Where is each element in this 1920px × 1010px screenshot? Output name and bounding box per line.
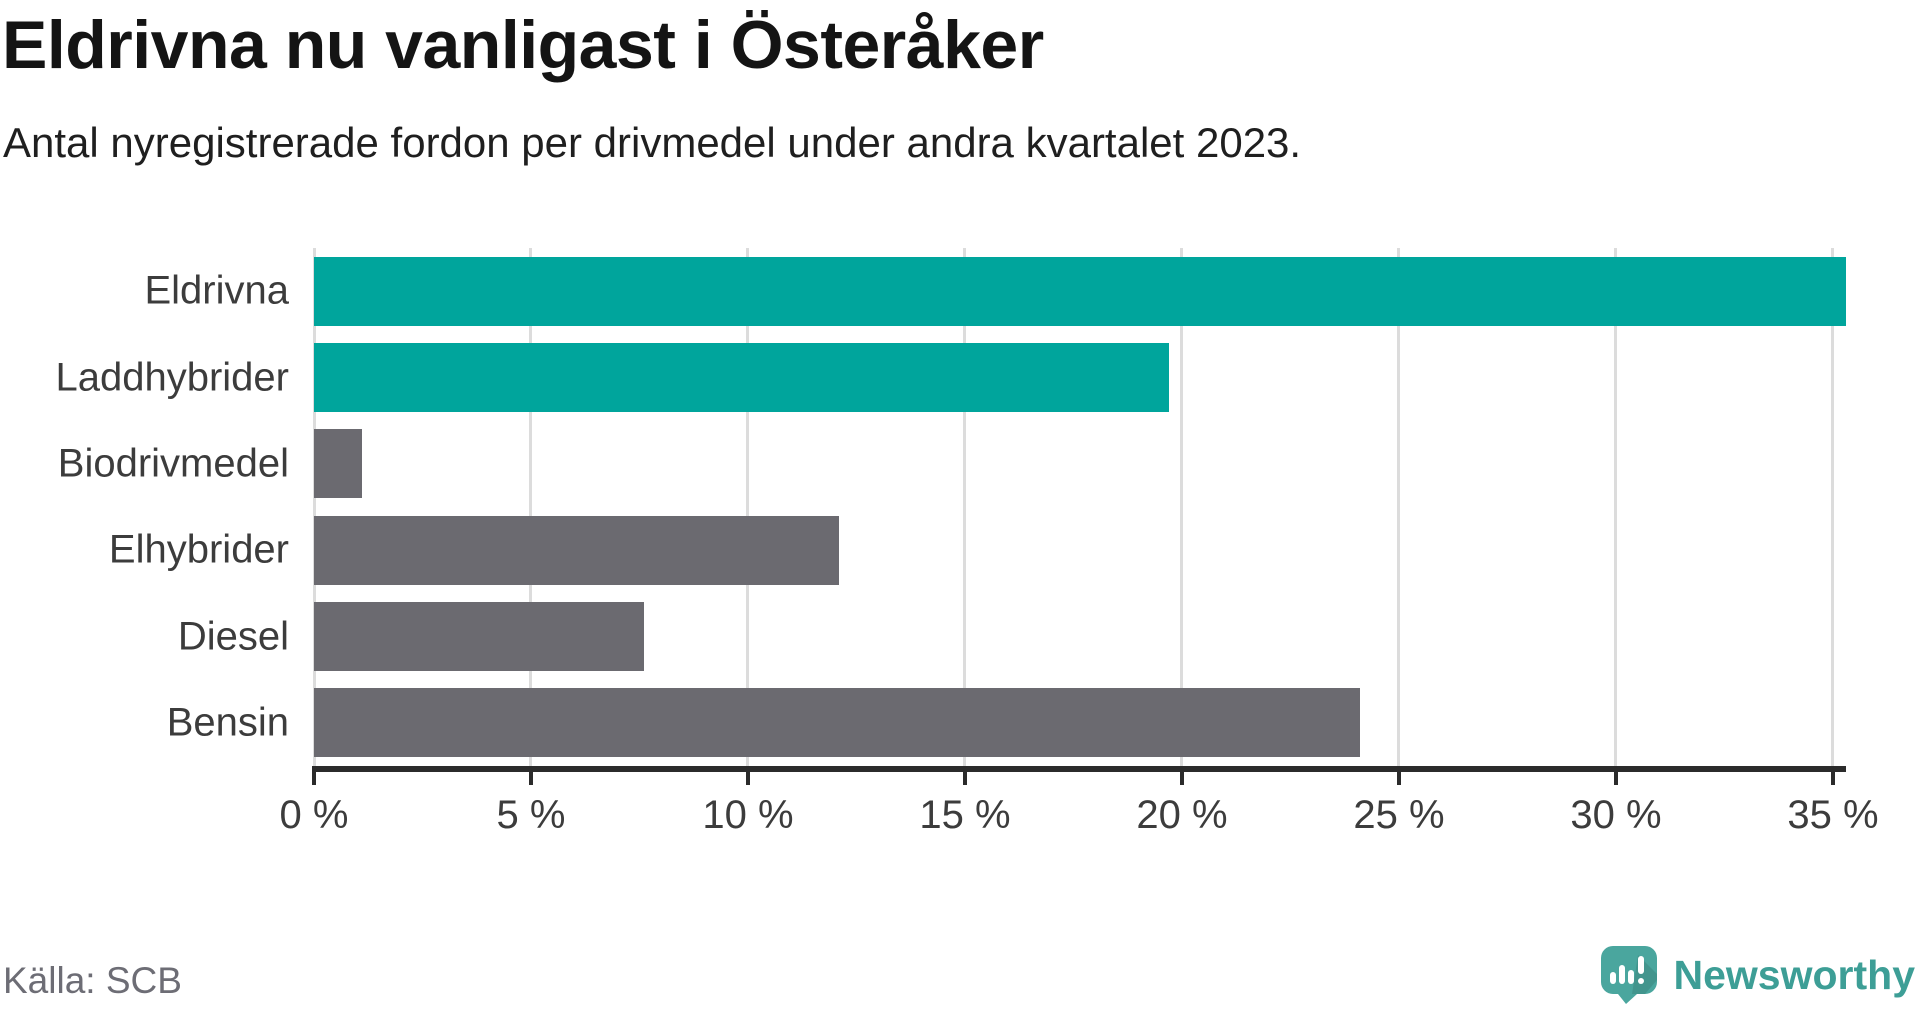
x-tick-label-10: 10 % [702,793,794,837]
x-axis-tick-10 [745,766,750,785]
chart-title: Eldrivna nu vanligast i Österåker [2,7,1044,83]
bar-laddhybrider [314,343,1169,412]
x-tick-label-35: 35 % [1787,793,1879,837]
x-axis-tick-5 [528,766,533,785]
gridline-35 [1831,248,1835,766]
gridline-0 [312,248,316,766]
category-label-diesel: Diesel [177,614,289,658]
x-tick-label-0: 0 % [279,793,349,837]
category-label-biodrivmedel: Biodrivmedel [57,441,289,486]
x-axis-tick-0 [312,766,316,785]
bar-bensin [314,688,1360,758]
x-axis-tick-30 [1613,766,1618,785]
brand-logo: Newsworthy [1600,946,1916,1004]
gridline-5 [529,248,533,766]
x-axis-tick-15 [962,766,967,785]
x-tick-label-20: 20 % [1136,793,1228,837]
gridline-20 [1180,248,1184,766]
gridline-30 [1614,248,1618,766]
category-label-eldrivna: Eldrivna [144,268,289,313]
bar-diesel [314,602,644,671]
x-tick-label-30: 30 % [1570,793,1662,837]
x-tick-label-25: 25 % [1353,793,1445,837]
x-axis-tick-35 [1830,766,1835,785]
bar-biodrivmedel [314,429,362,499]
gridline-25 [1397,248,1401,766]
x-tick-label-5: 5 % [496,793,566,837]
gridline-10 [746,248,750,766]
category-label-elhybrider: Elhybrider [108,527,289,572]
gridline-15 [963,248,967,766]
bar-elhybrider [314,515,840,585]
x-axis-tick-20 [1179,766,1184,785]
category-label-bensin: Bensin [166,700,289,745]
newsworthy-logo-icon [1600,946,1657,1004]
brand-name: Newsworthy [1673,951,1916,998]
x-axis-line [314,766,1846,772]
plot-area: 0 % 5 % 10 % 15 % 20 % 25 % 30 % 35 % Eldrivna La… [56,248,1879,837]
x-axis-tick-25 [1396,766,1401,785]
source-label: Källa: SCB [3,960,182,1001]
chart-subtitle: Antal nyregistrerade fordon per drivmede… [3,119,1302,166]
x-tick-label-15: 15 % [919,793,1011,837]
bar-eldrivna [314,256,1846,326]
category-label-laddhybrider: Laddhybrider [55,355,290,399]
